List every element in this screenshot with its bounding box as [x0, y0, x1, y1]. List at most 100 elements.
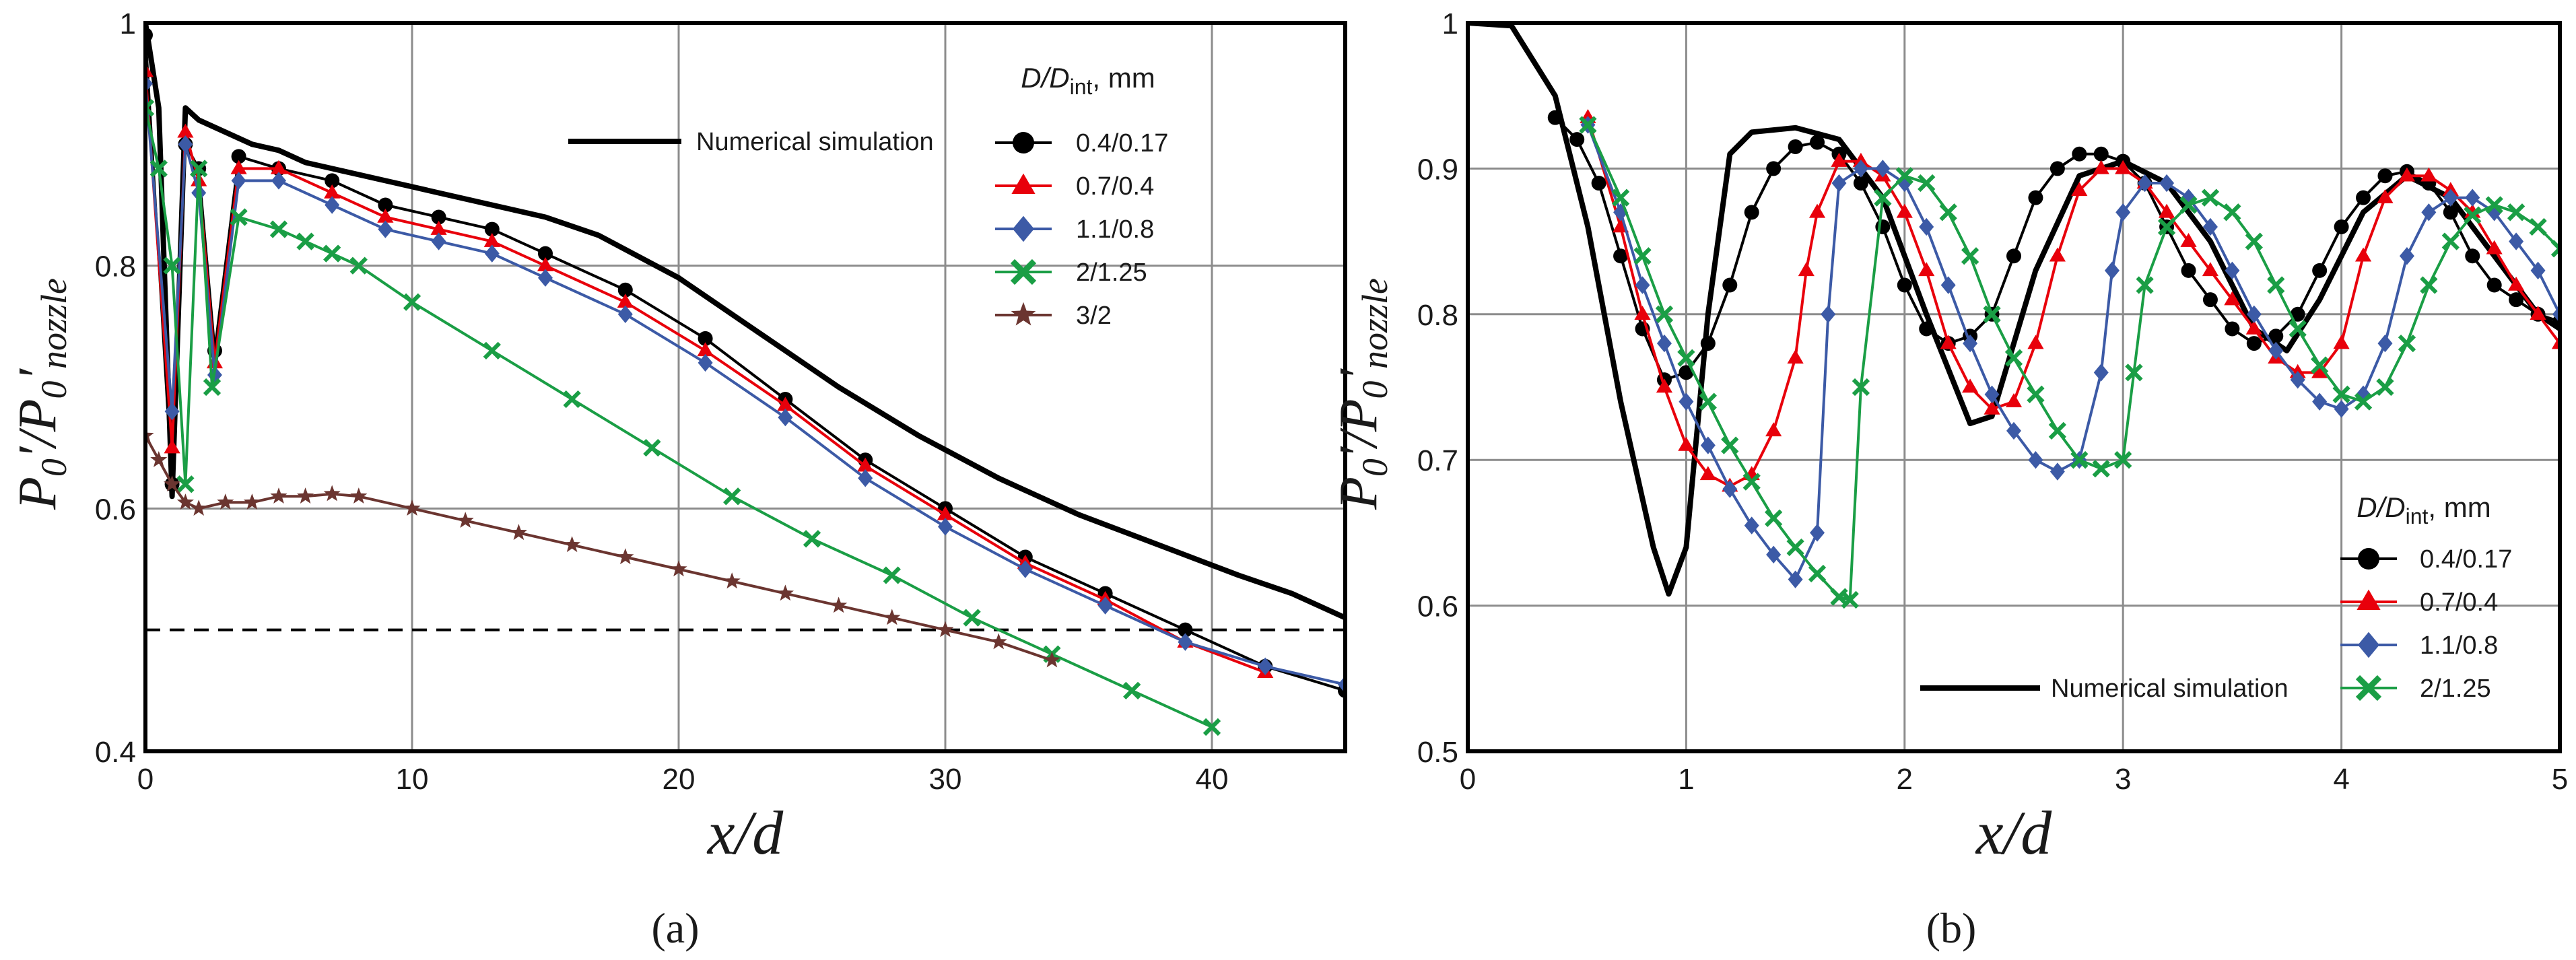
data-point [350, 487, 368, 504]
data-point [217, 493, 234, 510]
data-point [2399, 247, 2414, 265]
data-point [1766, 161, 1782, 176]
data-point [190, 160, 208, 178]
data-point [271, 172, 286, 190]
x-axis-label-b: x/d [1975, 798, 2052, 867]
data-point [858, 469, 873, 487]
data-point [1744, 516, 1759, 535]
data-point [1202, 718, 1221, 736]
data-point [2354, 247, 2372, 262]
data-point [2507, 203, 2526, 221]
data-point [1569, 132, 1585, 147]
series-2-1-25 [1579, 116, 2560, 609]
x-axis-label-a: x/d [706, 798, 784, 867]
data-point [1722, 480, 1738, 498]
data-point [2246, 336, 2262, 351]
data-point [1043, 651, 1060, 668]
data-point [2290, 370, 2305, 389]
data-point [990, 633, 1007, 650]
tick-labels-b: 0 1 2 3 4 5 0.5 0.6 0.7 0.8 0.9 1 [1417, 7, 2568, 796]
data-point [1831, 174, 1847, 193]
data-point [1765, 422, 1782, 437]
data-point [484, 221, 500, 237]
data-point [231, 149, 246, 164]
data-point [1258, 657, 1273, 675]
data-point [1852, 378, 1870, 397]
data-point [937, 621, 954, 638]
y-tick-label: 0.4 [95, 736, 136, 769]
legend-marker [1013, 132, 1034, 153]
data-point [2005, 392, 2023, 407]
data-point [2093, 146, 2109, 162]
data-point [2157, 217, 2176, 236]
data-point [323, 244, 341, 263]
x-tick-label: 2 [1897, 763, 1913, 796]
data-point [643, 439, 661, 457]
data-point [2332, 385, 2350, 403]
data-point [617, 294, 634, 308]
data-point [1940, 276, 1956, 294]
data-point [963, 609, 981, 627]
data-point [1810, 524, 1825, 542]
chart-panel-a: 0 10 20 30 40 0.4 0.6 0.8 1 x/d P0′/P0′nozzle D/… [8, 7, 1347, 952]
data-point [164, 402, 180, 421]
data-point [1591, 176, 1606, 191]
data-point [349, 256, 368, 275]
data-point [2289, 320, 2307, 338]
data-point [1635, 276, 1650, 294]
legend-label: 0.4/0.17 [2420, 545, 2512, 574]
series-line [1586, 124, 2560, 601]
data-point [2246, 305, 2262, 323]
data-point [1766, 545, 1782, 564]
data-point [149, 160, 168, 178]
data-point [1895, 167, 1913, 185]
legend-label: 3/2 [1076, 302, 1112, 330]
data-point [1841, 590, 1859, 609]
data-point [1962, 378, 1979, 393]
data-point [1831, 152, 1848, 167]
data-point [2028, 190, 2043, 205]
x-tick-label: 20 [663, 763, 696, 796]
x-tick-label: 3 [2115, 763, 2131, 796]
legend-label: Numerical simulation [696, 128, 934, 156]
legend-item-0-7-0-4: 0.7/0.4 [995, 172, 1154, 201]
data-point [883, 566, 901, 584]
data-point [2159, 174, 2175, 193]
data-point [1178, 633, 1193, 651]
data-point [2158, 203, 2175, 218]
y-axis-label-b: P0′/P0′nozzle [1329, 278, 1395, 510]
data-point [1853, 176, 1868, 191]
data-point [2093, 364, 2109, 382]
data-point [1808, 564, 1827, 583]
data-point [456, 512, 474, 528]
data-point [1786, 538, 1804, 557]
data-point [2137, 174, 2153, 193]
data-point [1579, 116, 1597, 134]
data-point [723, 487, 741, 506]
data-point [1918, 262, 1935, 277]
data-point [1897, 277, 1912, 293]
data-point [1963, 334, 1978, 353]
legend-label: 0.4/0.17 [1076, 129, 1168, 158]
data-point [2006, 421, 2021, 440]
data-point [2049, 161, 2065, 176]
legend-marker [1011, 173, 1036, 194]
series-line [1468, 23, 2560, 597]
data-point [1810, 135, 1825, 150]
data-point [938, 518, 953, 536]
data-point [2356, 385, 2371, 404]
data-point [2333, 335, 2350, 349]
data-point [2356, 190, 2371, 205]
data-point [2202, 217, 2218, 236]
legend-item-3-2: 3/2 [995, 302, 1112, 330]
data-point [1679, 392, 1694, 411]
data-point [2070, 451, 2089, 469]
x-tick-label: 30 [929, 763, 962, 796]
data-point [230, 208, 248, 226]
data-point [1788, 570, 1803, 588]
data-point [2443, 205, 2458, 220]
data-point [617, 548, 634, 565]
y-tick-label: 0.8 [95, 250, 136, 283]
data-point [2181, 263, 2196, 278]
data-point [2311, 356, 2329, 374]
